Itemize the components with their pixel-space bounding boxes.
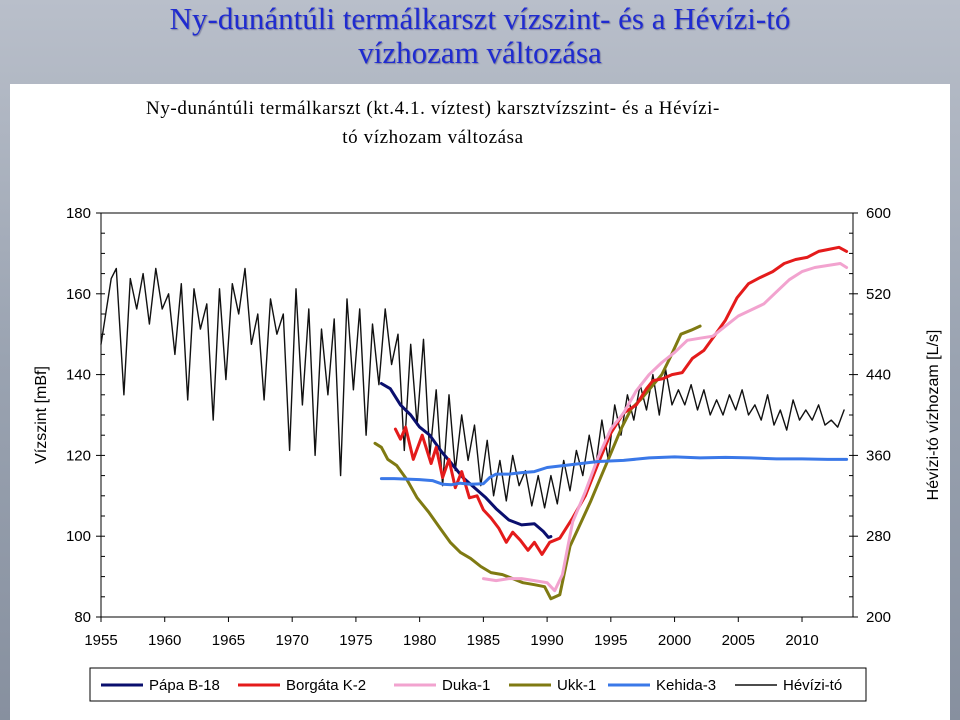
legend-label-borg-ta-k-2: Borgáta K-2 — [286, 677, 366, 694]
series-line-borg-ta-k-2 — [393, 245, 849, 556]
x-tick-label: 2000 — [658, 632, 691, 649]
chart-title: Ny-dunántúli termálkarszt (kt.4.1. vízte… — [98, 94, 768, 152]
x-tick-label: 2005 — [722, 632, 755, 649]
y2-tick-label: 440 — [866, 367, 891, 384]
legend-label-h-v-zi-t: Hévízi-tó — [783, 677, 842, 694]
y2-axis-title: Hévízi-tó vízhozam [L/s] — [925, 330, 942, 501]
plot-frame — [96, 212, 858, 622]
slide-title: Ny-dunántúli termálkarszt vízszint- és a… — [0, 2, 960, 70]
series-line-ukk-1 — [373, 324, 702, 601]
y-axis-title: Vízszint [mBf] — [33, 366, 50, 464]
x-tick-label: 1975 — [339, 632, 372, 649]
legend-label-ukk-1: Ukk-1 — [557, 677, 596, 694]
series-line-h-v-zi-t — [100, 267, 845, 509]
x-tick-label: 2010 — [785, 632, 818, 649]
data-lines — [100, 245, 849, 601]
series-line-duka-1 — [481, 262, 849, 593]
y2-tick-label: 360 — [866, 447, 891, 464]
x-tick-label: 1960 — [148, 632, 181, 649]
y-tick-label: 160 — [66, 286, 91, 303]
chart-title-line-1: Ny-dunántúli termálkarszt (kt.4.1. vízte… — [146, 98, 720, 119]
y2-tick-label: 280 — [866, 528, 891, 545]
slide-title-line-1: Ny-dunántúli termálkarszt vízszint- és a… — [169, 1, 791, 36]
y2-tick-label: 600 — [866, 205, 891, 222]
legend-label-kehida-3: Kehida-3 — [656, 677, 716, 694]
x-tick-label: 1970 — [275, 632, 308, 649]
x-tick-label: 1980 — [403, 632, 436, 649]
legend: Pápa B-18 Borgáta K-2 Duka-1 Ukk-1 Kehida-3 H… — [89, 667, 867, 702]
y-tick-label: 180 — [66, 205, 91, 222]
x-tick-label: 1955 — [84, 632, 117, 649]
x-tick-label: 1985 — [467, 632, 500, 649]
legend-label-duka-1: Duka-1 — [442, 677, 490, 694]
legend-label-p-pa-b-18: Pápa B-18 — [149, 677, 220, 694]
chart-title-line-2: tó vízhozam változása — [342, 127, 524, 148]
y2-tick-label: 520 — [866, 286, 891, 303]
y-tick-label: 140 — [66, 367, 91, 384]
y-tick-label: 120 — [66, 447, 91, 464]
y-tick-label: 80 — [74, 609, 91, 626]
x-tick-label: 1995 — [594, 632, 627, 649]
axis-labels: 1955 1960 1965 1970 1975 1980 1985 1990 1995 2000… — [66, 205, 891, 649]
x-tick-label: 1965 — [212, 632, 245, 649]
slide-title-line-2: vízhozam változása — [358, 35, 602, 70]
x-tick-label: 1990 — [530, 632, 563, 649]
y-tick-label: 100 — [66, 528, 91, 545]
y2-tick-label: 200 — [866, 609, 891, 626]
series-line-kehida-3 — [379, 455, 849, 487]
